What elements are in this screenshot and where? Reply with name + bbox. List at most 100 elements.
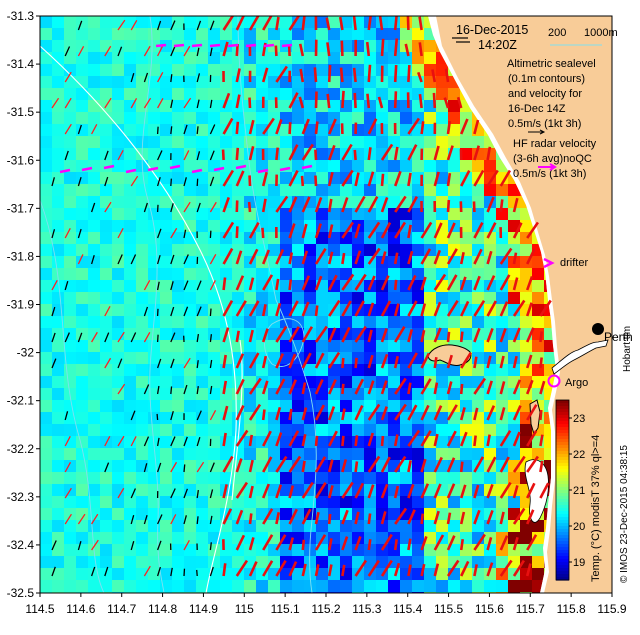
sst-cell [304,88,316,100]
sst-cell [304,40,316,52]
velocity-vector [448,200,449,212]
sst-cell [412,316,424,328]
sst-cell [340,424,352,436]
sst-cell [172,532,184,544]
velocity-vector [171,126,172,134]
sst-cell [40,220,52,232]
sst-cell [100,532,112,544]
sst-cell [172,148,184,160]
sst-cell [328,472,340,484]
sst-cell [436,160,448,172]
sst-cell [172,520,184,532]
sst-cell [508,580,520,592]
sst-cell [88,448,100,460]
sst-cell [532,316,544,328]
sst-cell [304,364,316,376]
sst-cell [208,244,220,256]
credit-text: © IMOS 23-Dec-2015 04:38:15 [619,445,630,583]
sst-cell [352,184,364,196]
sst-cell [280,136,292,148]
sst-cell [52,556,64,568]
sst-cell [424,544,436,556]
sst-cell [208,172,220,184]
sst-cell [88,556,100,568]
sst-cell [508,316,520,328]
sst-cell [124,280,136,292]
sst-cell [40,172,52,184]
sst-cell [64,316,76,328]
sst-cell [196,568,208,580]
sst-cell [208,436,220,448]
velocity-vector [223,150,224,160]
sst-cell [352,316,364,328]
sst-cell [100,136,112,148]
sst-cell [112,52,124,64]
hf-vector [192,45,202,46]
sst-cell [352,136,364,148]
sst-cell [484,340,496,352]
sst-cell [172,76,184,88]
sst-cell [364,88,376,100]
velocity-vector [210,309,211,316]
sst-cell [184,268,196,280]
sst-cell [76,532,88,544]
y-tick-label: -31.3 [7,9,35,23]
sst-cell [376,580,388,592]
sst-cell [412,136,424,148]
sst-cell [376,472,388,484]
sst-cell [220,136,232,148]
sst-cell [400,76,412,88]
velocity-vector [461,539,463,550]
sst-cell [52,160,64,172]
sst-cell [76,340,88,352]
sst-cell [136,220,148,232]
sst-cell [52,256,64,268]
sst-cell [292,520,304,532]
sst-cell [328,448,340,460]
sst-cell [160,412,172,424]
sst-cell [304,292,316,304]
sst-cell [52,136,64,148]
sst-cell [184,64,196,76]
sst-cell [256,592,268,604]
sst-cell [100,316,112,328]
sst-cell [304,172,316,184]
sst-cell [316,64,328,76]
velocity-vector [315,176,316,186]
x-tick-label: 114.5 [25,602,54,616]
sst-cell [220,76,232,88]
sst-cell [160,292,172,304]
sst-cell [196,64,208,76]
sst-cell [172,124,184,136]
sst-cell [112,532,124,544]
sst-cell [160,484,172,496]
velocity-vector [316,122,317,134]
x-tick-label: 115.4 [393,602,422,616]
sst-cell [340,496,352,508]
sst-cell [388,316,400,328]
sst-cell [352,520,364,532]
sst-cell [160,28,172,40]
sst-cell [88,100,100,112]
sst-cell [100,496,112,508]
sst-cell [76,484,88,496]
sst-cell [400,340,412,352]
sst-cell [88,388,100,400]
sst-cell [340,580,352,592]
x-tick-label: 114.8 [148,602,177,616]
sst-cell [136,124,148,136]
sst-cell [136,244,148,256]
sst-cell [124,556,136,568]
sst-cell [268,244,280,256]
sst-cell [208,376,220,388]
sst-cell [172,484,184,496]
sst-cell [124,436,136,448]
sst-cell [364,376,376,388]
sst-cell [448,520,460,532]
sst-cell [40,436,52,448]
sst-cell [376,316,388,328]
sst-cell [160,568,172,580]
sst-cell [88,352,100,364]
sst-cell [184,580,196,592]
sst-cell [220,580,232,592]
